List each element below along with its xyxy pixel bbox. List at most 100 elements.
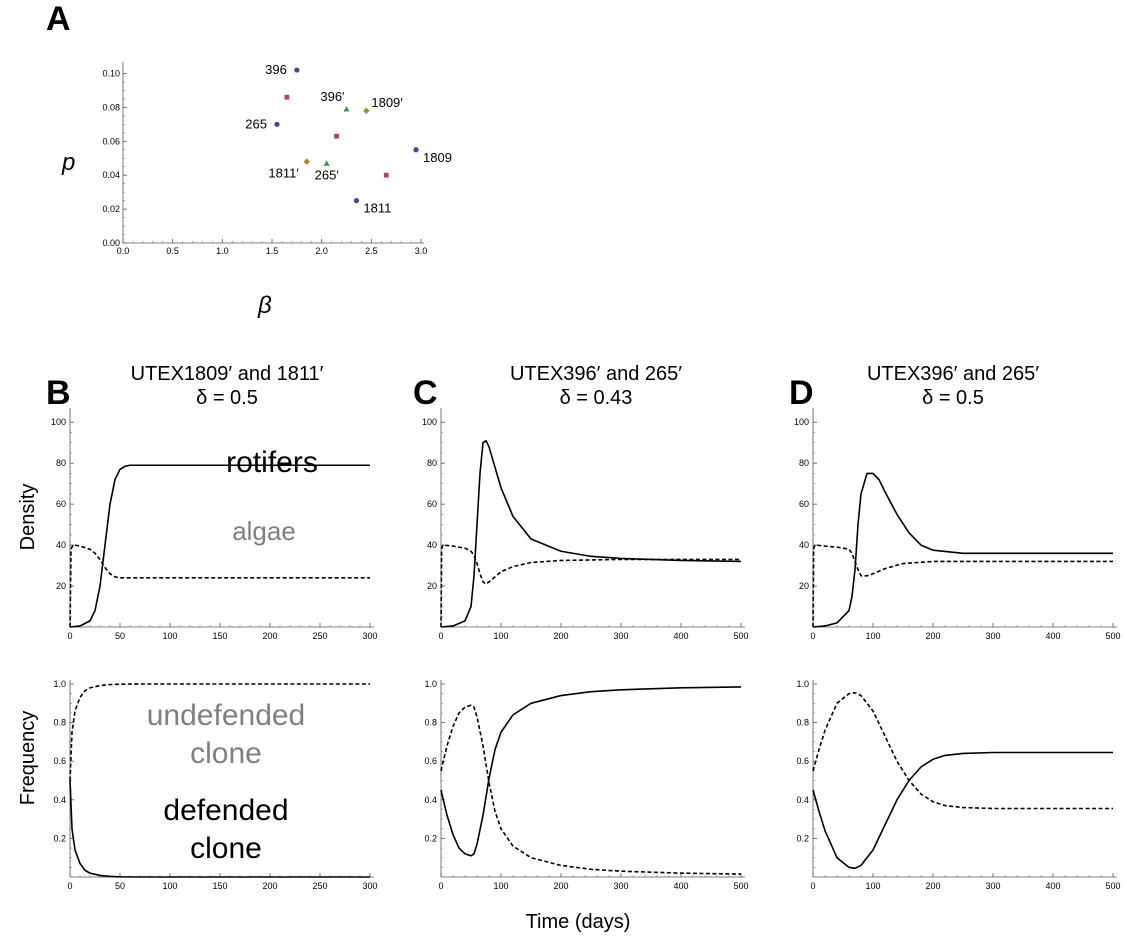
label-undefended-clone: clone: [190, 737, 262, 770]
x-tick-label: 300: [985, 881, 1000, 891]
density-y-tick-label: 40: [427, 540, 437, 550]
density-y-tick-label: 20: [427, 581, 437, 591]
density-y-tick-label: 20: [56, 581, 66, 591]
density-y-tick-label: 100: [422, 417, 437, 427]
density-y-tick-label: 20: [799, 581, 809, 591]
panel-c-title: UTEX396′ and 265′: [510, 363, 682, 385]
x-tick-label: 100: [493, 631, 508, 641]
panel-a-axes: 0.0 0.5 1.0 1.5 2.0 2.5 3.0 0.00 0.02 0.04 0.06 0.0…: [102, 62, 427, 256]
panel-b-title: UTEX1809′ and 1811′: [131, 363, 324, 385]
frequency-y-tick-label: 0.8: [796, 718, 809, 728]
x-tick-label: 500: [1105, 881, 1120, 891]
x-tick-label: 0: [67, 881, 72, 891]
x-tick-label: 400: [1045, 631, 1060, 641]
panel-a-ytick-label: 0.08: [102, 102, 120, 112]
density-y-tick-label: 100: [51, 417, 66, 427]
x-tick-label: 500: [733, 881, 748, 891]
frequency-y-tick-label: 0.6: [796, 756, 809, 766]
x-tick-label: 100: [162, 881, 177, 891]
panel-a-ylabel: p: [61, 149, 75, 176]
data-point-circle: [413, 147, 419, 153]
data-point-square: [284, 94, 290, 100]
panel-b-density: 0 50 100 150 200 250 300 20 40 60 80 100: [51, 408, 378, 641]
data-point-diamond: [363, 107, 370, 114]
density-y-tick-label: 40: [56, 540, 66, 550]
series-line-solid: [440, 439, 742, 628]
x-tick-label: 100: [162, 631, 177, 641]
data-point-label: 265: [245, 116, 267, 131]
panel-a-xlabel: β: [257, 292, 272, 319]
series-line-dashed: [812, 544, 1113, 628]
series-line-solid: [69, 780, 370, 878]
panel-d-title: UTEX396′ and 265′: [867, 363, 1039, 385]
data-point-triangle: [323, 160, 330, 166]
frequency-y-tick-label: 1.0: [424, 679, 437, 689]
x-tick-label: 250: [312, 881, 327, 891]
panel-c-frequency: 0 100 200 300 400 500 0.2 0.4 0.6 0.8 1.0: [424, 679, 748, 891]
panel-d-delta: δ = 0.5: [922, 387, 984, 409]
series-line-dashed: [440, 544, 741, 628]
x-tick-label: 200: [553, 881, 568, 891]
panel-a-ytick-label: 0.10: [102, 68, 120, 78]
series-line-solid: [69, 464, 370, 628]
x-tick-label: 200: [925, 881, 940, 891]
x-tick-label: 500: [1105, 631, 1120, 641]
frequency-ylabel: Frequency: [17, 711, 39, 806]
data-point-label: 1809: [423, 150, 452, 165]
x-tick-label: 150: [212, 881, 227, 891]
panel-a-ytick-label: 0.04: [102, 170, 120, 180]
frequency-y-tick-label: 1.0: [796, 679, 809, 689]
x-tick-label: 150: [212, 631, 227, 641]
data-point-square: [334, 133, 339, 139]
data-point-diamond: [303, 158, 310, 165]
data-point-circle: [353, 198, 360, 204]
panel-c-delta: δ = 0.43: [560, 387, 633, 409]
frequency-y-tick-label: 0.8: [424, 718, 437, 728]
density-y-tick-label: 80: [799, 458, 809, 468]
x-tick-label: 400: [673, 881, 688, 891]
density-y-tick-label: 40: [799, 540, 809, 550]
x-tick-label: 0: [810, 881, 815, 891]
panel-a-xtick-label: 0.5: [166, 246, 179, 256]
frequency-y-tick-label: 0.2: [53, 833, 66, 843]
density-y-tick-label: 60: [427, 499, 437, 509]
x-tick-label: 300: [613, 631, 628, 641]
data-point-square: [383, 172, 389, 178]
x-tick-label: 200: [925, 631, 940, 641]
frequency-y-tick-label: 0.4: [424, 795, 437, 805]
density-ylabel: Density: [17, 484, 39, 551]
panel-c-letter: C: [413, 374, 438, 412]
panel-d-density: 0 100 200 300 400 500 20 40 60 80 100: [794, 408, 1121, 641]
frequency-y-tick-label: 0.2: [796, 833, 809, 843]
label-defended-clone: clone: [190, 832, 262, 865]
x-tick-label: 300: [985, 631, 1000, 641]
frequency-y-tick-label: 0.8: [53, 718, 66, 728]
data-point-label: 1811: [363, 201, 391, 216]
panel-a-ytick-label: 0.02: [102, 204, 120, 214]
density-y-tick-label: 80: [56, 458, 66, 468]
time-xlabel: Time (days): [526, 911, 631, 933]
series-line-dashed: [440, 704, 742, 875]
series-line-solid: [440, 686, 742, 857]
x-tick-label: 200: [262, 631, 277, 641]
data-point-triangle: [343, 106, 350, 112]
x-tick-label: 400: [673, 631, 688, 641]
x-tick-label: 200: [553, 631, 568, 641]
panel-b-delta: δ = 0.5: [196, 387, 258, 409]
x-tick-label: 100: [493, 881, 508, 891]
data-point-circle: [294, 67, 300, 73]
frequency-y-tick-label: 0.4: [53, 795, 66, 805]
panel-a-xtick-label: 1.5: [266, 246, 279, 256]
panel-a-xtick-label: 2.5: [365, 246, 378, 256]
density-y-tick-label: 60: [799, 499, 809, 509]
panel-d-letter: D: [789, 374, 814, 412]
data-point-label: 1809′: [371, 95, 403, 110]
x-tick-label: 300: [362, 881, 377, 891]
data-point-label: 396′: [320, 89, 345, 104]
panel-b-frequency: 0 50 100 150 200 250 300 0.2 0.4 0.6 0.8 1.0: [53, 679, 377, 891]
frequency-y-tick-label: 1.0: [53, 679, 66, 689]
panel-c-density: 0 100 200 300 400 500 20 40 60 80 100: [422, 408, 749, 641]
x-tick-label: 100: [865, 631, 880, 641]
panel-d-frequency: 0 100 200 300 400 500 0.2 0.4 0.6 0.8 1.0: [796, 679, 1120, 891]
panel-a-letter: A: [46, 0, 71, 38]
